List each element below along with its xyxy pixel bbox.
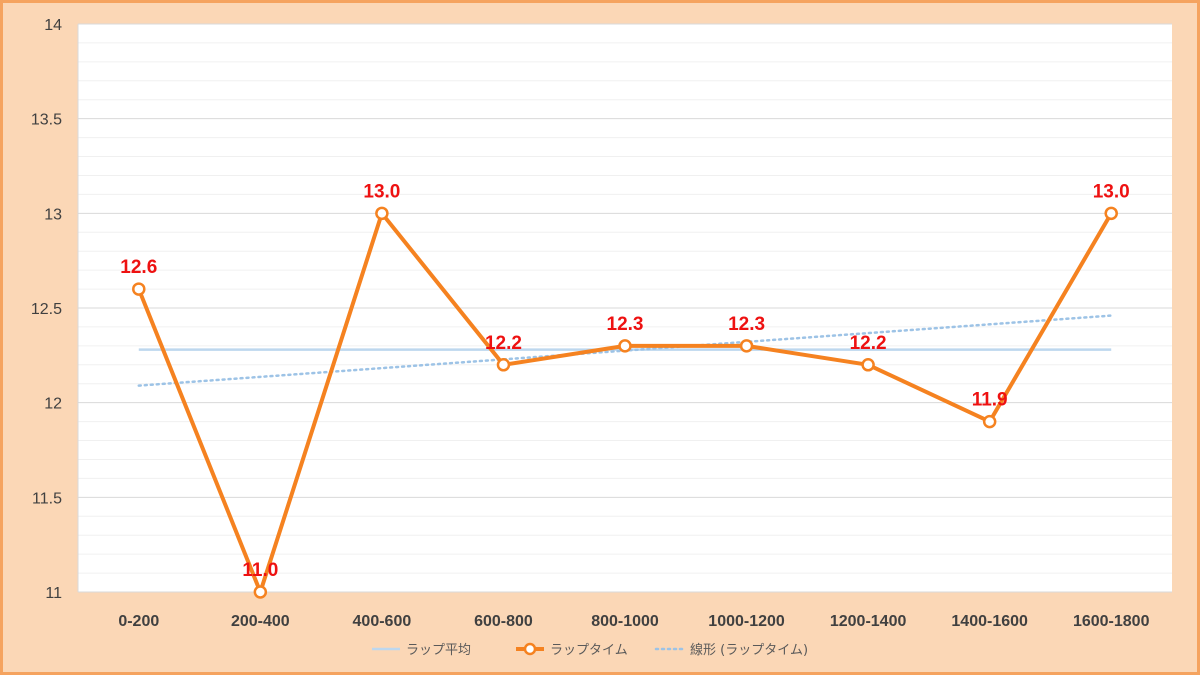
legend-label: ラップ平均 [406, 643, 471, 658]
minor-gridlines [78, 42, 1172, 574]
y-tick-label: 13 [44, 206, 62, 223]
data-label: 12.3 [607, 314, 644, 335]
lap-time-point [375, 206, 389, 221]
data-label: 12.3 [728, 314, 765, 335]
x-tick-label: 400-600 [353, 613, 412, 630]
legend-item: ラップタイム [516, 642, 628, 658]
y-tick-label: 11.5 [32, 490, 62, 507]
x-tick-label: 800-1000 [591, 613, 659, 630]
lap-time-point [496, 358, 511, 372]
y-tick-label: 12 [44, 396, 62, 413]
y-tick-label: 11 [45, 585, 62, 602]
data-label: 12.2 [850, 333, 887, 354]
x-tick-label: 200-400 [231, 613, 290, 630]
x-tick-label: 1000-1200 [708, 613, 785, 630]
lap-time-point [253, 585, 268, 599]
x-tick-label: 1400-1600 [951, 613, 1028, 630]
x-tick-label: 0-200 [118, 613, 159, 630]
legend-item: ラップ平均 [372, 643, 471, 658]
data-labels: 12.6 11.0 13.0 12.2 12.3 12.3 12.2 11.9 13.0 [120, 181, 1129, 581]
major-gridlines [78, 23, 1172, 498]
y-axis: 11 11.5 12 12.5 13 13.5 14 [31, 17, 79, 602]
data-label: 13.0 [1093, 181, 1130, 202]
lap-time-point [982, 414, 997, 429]
legend-marker [523, 642, 537, 656]
data-label: 12.2 [485, 333, 522, 354]
legend-item: 線形 (ラップタイム) [654, 642, 808, 658]
y-tick-label: 13.5 [31, 112, 62, 129]
x-axis: 0-200 200-400 400-600 600-800 800-1000 1000-1… [78, 591, 1172, 630]
lap-time-point [739, 339, 754, 353]
lap-time-point [618, 339, 632, 353]
y-tick-label: 12.5 [31, 301, 62, 318]
lap-time-point [132, 282, 146, 296]
y-tick-label: 14 [44, 17, 62, 34]
legend: ラップ平均 ラップタイム 線形 (ラップタイム) [372, 642, 808, 658]
series-layer [132, 206, 1118, 599]
data-label: 12.6 [120, 257, 157, 278]
x-tick-label: 1600-1800 [1073, 613, 1150, 630]
data-label: 13.0 [363, 181, 400, 202]
data-label: 11.9 [972, 390, 1008, 411]
data-label: 11.0 [242, 560, 278, 581]
legend-label: 線形 (ラップタイム) [690, 642, 808, 658]
legend-label: ラップタイム [550, 643, 628, 658]
lap-time-point [861, 358, 875, 372]
x-tick-label: 600-800 [474, 613, 533, 630]
lap-time-point [1104, 206, 1118, 221]
x-tick-label: 1200-1400 [830, 613, 907, 630]
